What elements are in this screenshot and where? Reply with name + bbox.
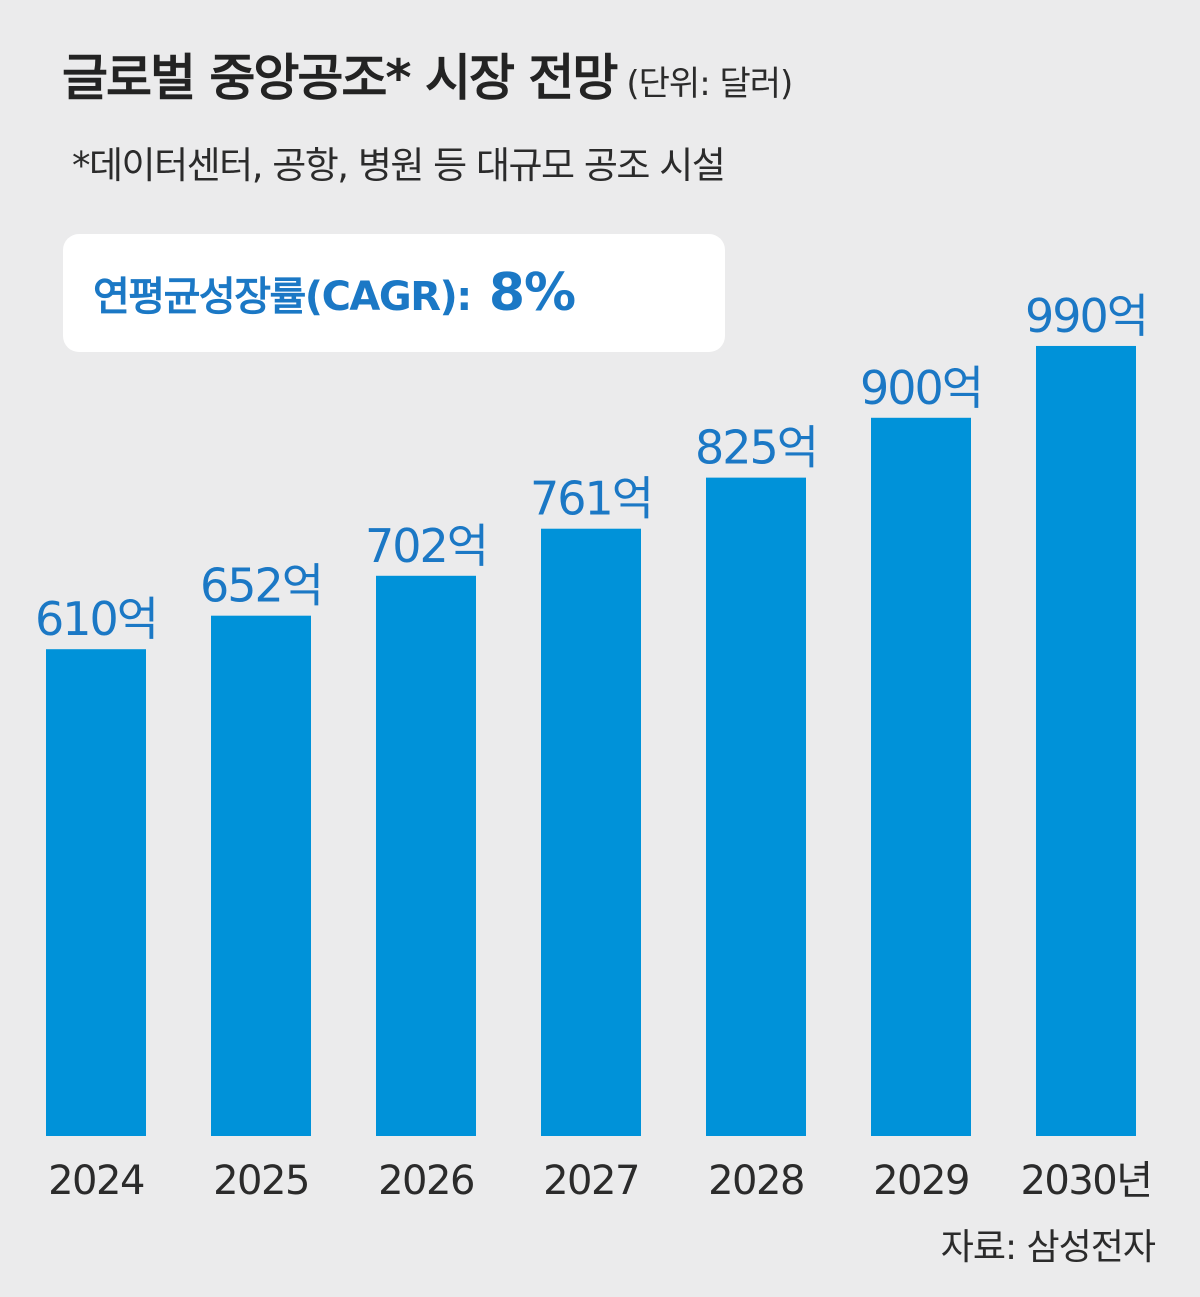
x-tick-label-2027: 2027 bbox=[543, 1158, 639, 1204]
cagr-value: 8% bbox=[488, 263, 576, 323]
chart-title-row: 글로벌 중앙공조* 시장 전망 (단위: 달러) bbox=[62, 38, 793, 110]
x-tick-label-2026: 2026 bbox=[378, 1158, 474, 1204]
bar-2026 bbox=[376, 575, 476, 1136]
cagr-label: 연평균성장률(CAGR): bbox=[93, 274, 472, 320]
bar-2028 bbox=[706, 477, 806, 1136]
value-label-2025: 652억 bbox=[200, 559, 322, 613]
x-tick-label-2024: 2024 bbox=[48, 1158, 144, 1204]
value-label-2029: 900억 bbox=[860, 361, 982, 415]
value-label-2028: 825억 bbox=[695, 421, 817, 475]
chart-title: 글로벌 중앙공조* 시장 전망 bbox=[62, 49, 618, 107]
value-label-2027: 761억 bbox=[530, 472, 652, 526]
x-tick-label-2030년: 2030년 bbox=[1020, 1158, 1151, 1204]
value-label-2030년: 990억 bbox=[1025, 289, 1147, 343]
footnote: *데이터센터, 공항, 병원 등 대규모 공조 시설 bbox=[72, 144, 726, 187]
x-tick-label-2029: 2029 bbox=[873, 1158, 969, 1204]
source-label: 자료: 삼성전자 bbox=[940, 1227, 1156, 1268]
x-tick-label-2028: 2028 bbox=[708, 1158, 804, 1204]
value-label-2024: 610억 bbox=[35, 592, 157, 646]
bar-2029 bbox=[871, 417, 971, 1136]
bar-2025 bbox=[211, 615, 311, 1136]
bar-2027 bbox=[541, 528, 641, 1136]
x-tick-label-2025: 2025 bbox=[213, 1158, 309, 1204]
bar-2024 bbox=[46, 649, 146, 1136]
value-label-2026: 702억 bbox=[365, 519, 487, 573]
unit-label: (단위: 달러) bbox=[626, 64, 793, 104]
cagr-box: 연평균성장률(CAGR): 8% bbox=[63, 234, 725, 352]
bar-2030년 bbox=[1036, 345, 1136, 1136]
